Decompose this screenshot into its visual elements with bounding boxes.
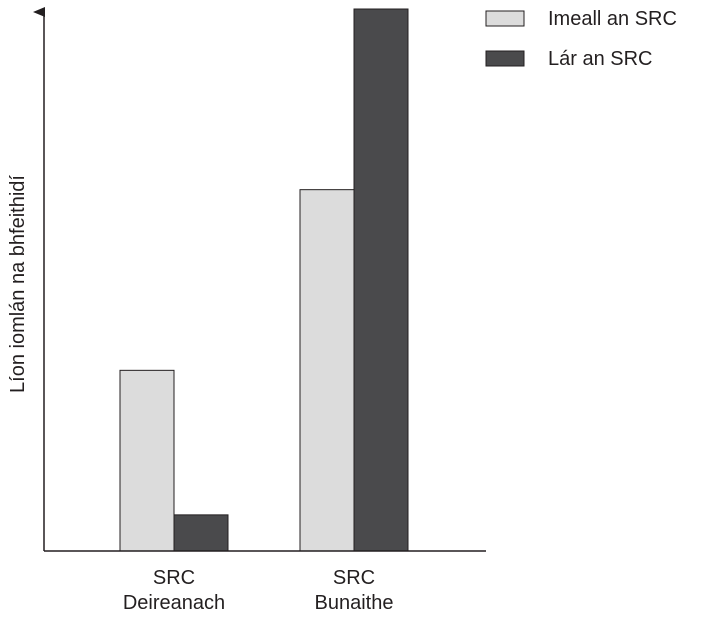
legend: Imeall an SRC Lár an SRC: [485, 8, 677, 70]
legend-label-1: Lár an SRC: [548, 48, 653, 70]
bar-series-0-category-0: [119, 369, 175, 552]
x-tick-label-1-line-0: SRC: [333, 567, 375, 589]
legend-swatch-0: [485, 10, 525, 27]
x-tick-label-1-line-1: Bunaithe: [315, 592, 394, 614]
bars-group: [119, 8, 409, 552]
x-tick-labels: SRC Deireanach SRC Bunaithe: [123, 567, 394, 614]
bar-series-1-category-0: [173, 514, 229, 552]
bar-series-1-category-1: [353, 8, 409, 552]
y-axis-label: Líon iomlán na bhfeithidí: [7, 175, 29, 393]
x-tick-label-0-line-1: Deireanach: [123, 592, 225, 614]
x-tick-label-0-line-0: SRC: [153, 567, 195, 589]
bar-series-0-category-1: [299, 189, 355, 552]
legend-swatch-1: [485, 50, 525, 67]
legend-label-0: Imeall an SRC: [548, 8, 677, 30]
